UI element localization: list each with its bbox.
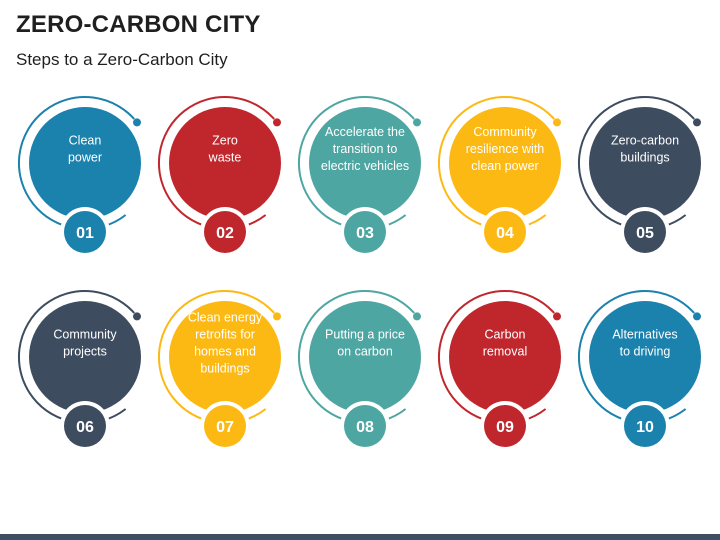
step-10: Alternatives to driving 10 [577, 290, 702, 451]
step-ring-dot [273, 312, 281, 321]
step-label-line: Alternatives [612, 328, 677, 342]
step-label-line: homes and [194, 345, 256, 359]
step-label: Community projects [53, 328, 117, 359]
step-number-badge [204, 405, 246, 447]
step-circle [29, 301, 141, 413]
step-number: 03 [356, 225, 374, 242]
step-06: Community projects 06 [17, 290, 142, 451]
step-label-line: Community [53, 328, 117, 342]
step-circle [449, 301, 561, 413]
step-01: Clean power 01 [17, 96, 142, 257]
step-07: Clean energy retrofits for homes and buildi… [157, 290, 282, 451]
step-number: 07 [216, 419, 234, 436]
footer-bar [0, 534, 720, 540]
step-label-line: removal [483, 345, 527, 359]
page-subtitle: Steps to a Zero-Carbon City [16, 50, 228, 69]
step-ring-dot [273, 118, 281, 127]
step-label: Putting a price on carbon [325, 328, 405, 359]
step-label: Clean energy retrofits for homes and buildi… [188, 311, 263, 376]
step-label-line: electric vehicles [321, 159, 409, 173]
step-09: Carbon removal 09 [437, 290, 562, 451]
step-number: 01 [76, 225, 94, 242]
step-label-line: to driving [620, 345, 671, 359]
step-circle [309, 301, 421, 413]
step-circle [29, 107, 141, 219]
step-label-line: buildings [200, 362, 249, 376]
step-08: Putting a price on carbon 08 [297, 290, 422, 451]
step-label-line: retrofits for [195, 328, 255, 342]
step-circle [169, 301, 281, 413]
step-label-line: Putting a price [325, 328, 405, 342]
step-number: 04 [496, 225, 514, 242]
step-label: Zero-carbon buildings [611, 134, 679, 165]
step-label: Clean power [68, 134, 102, 165]
step-04: Community resilience with clean power 04 [437, 96, 562, 257]
step-03: Accelerate the transition to electric vehi… [297, 96, 422, 257]
step-number: 08 [356, 419, 374, 436]
step-number: 06 [76, 419, 94, 436]
step-number: 02 [216, 225, 234, 242]
step-label-line: Clean energy [188, 311, 263, 325]
step-ring-dot [553, 312, 561, 321]
step-label: Alternatives to driving [612, 328, 677, 359]
step-circle [169, 107, 281, 219]
step-circle [589, 107, 701, 219]
step-ring-dot [133, 118, 141, 127]
step-circle [589, 301, 701, 413]
step-label-line: Zero [212, 134, 238, 148]
step-label-line: waste [208, 151, 242, 165]
step-label-line: on carbon [337, 345, 393, 359]
step-label-line: Community [473, 125, 537, 139]
step-label-line: buildings [620, 151, 669, 165]
step-label-line: Carbon [485, 328, 526, 342]
step-number-badge [204, 211, 246, 253]
step-number-badge [344, 405, 386, 447]
step-label-line: projects [63, 345, 107, 359]
step-circle [309, 107, 421, 219]
step-label-line: clean power [471, 159, 538, 173]
step-label: Community resilience with clean power [466, 125, 545, 173]
step-number-badge [484, 405, 526, 447]
step-label-line: Accelerate the [325, 125, 405, 139]
step-number-badge [64, 211, 106, 253]
step-ring-dot [693, 118, 701, 127]
step-label: Carbon removal [483, 328, 527, 359]
step-label-line: Zero-carbon [611, 134, 679, 148]
step-number: 09 [496, 419, 514, 436]
step-number-badge [484, 211, 526, 253]
step-number-badge [64, 405, 106, 447]
step-label-line: resilience with [466, 142, 545, 156]
step-label-line: transition to [333, 142, 398, 156]
step-ring-dot [553, 118, 561, 127]
step-label-line: power [68, 151, 102, 165]
step-ring-dot [133, 312, 141, 321]
step-number: 10 [636, 419, 654, 436]
step-circle [449, 107, 561, 219]
step-ring-dot [693, 312, 701, 321]
page-title: ZERO-CARBON CITY [16, 11, 261, 38]
step-number-badge [344, 211, 386, 253]
step-label-line: Clean [69, 134, 102, 148]
step-ring-dot [413, 118, 421, 127]
step-05: Zero-carbon buildings 05 [577, 96, 702, 257]
step-number: 05 [636, 225, 654, 242]
step-number-badge [624, 211, 666, 253]
step-number-badge [624, 405, 666, 447]
step-ring-dot [413, 312, 421, 321]
step-label: Accelerate the transition to electric vehi… [321, 125, 409, 173]
step-02: Zero waste 02 [157, 96, 282, 257]
step-label: Zero waste [208, 134, 242, 165]
